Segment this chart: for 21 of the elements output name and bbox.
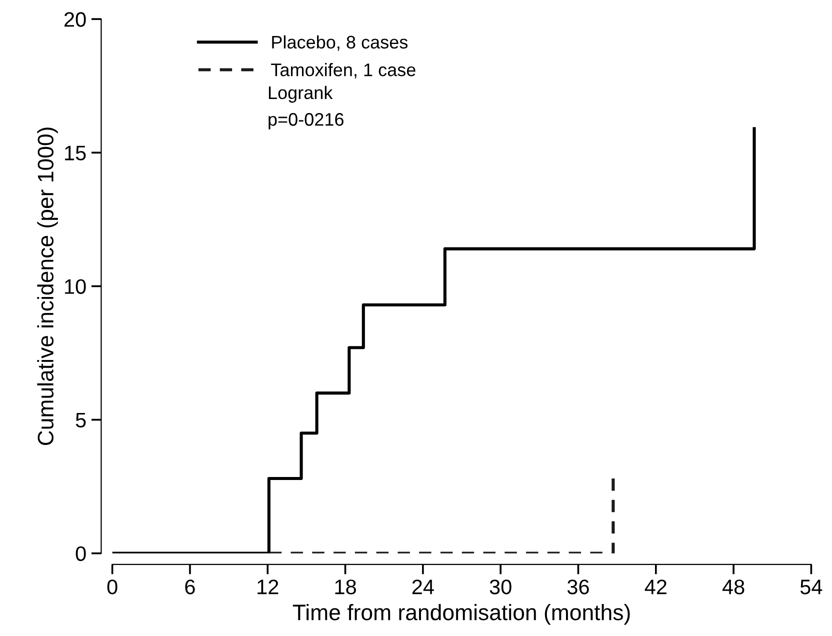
annotation: Logrank <box>268 86 333 103</box>
x-tick-label: 48 <box>722 580 744 594</box>
annotation: p=0-0216 <box>268 113 344 130</box>
y-tick-label: 20 <box>64 12 86 27</box>
x-axis-title: Time from randomisation (months) <box>292 604 630 625</box>
y-tick-label: 10 <box>65 279 86 294</box>
x-tick-label: 54 <box>800 580 822 594</box>
legend-label: Tamoxifen, 1 case <box>271 62 416 78</box>
x-tick-label: 24 <box>412 580 434 594</box>
y-tick-label: 0 <box>76 546 86 562</box>
x-tick-label: 36 <box>567 580 589 594</box>
x-tick-label: 0 <box>107 580 118 594</box>
x-tick-label: 12 <box>258 580 278 594</box>
x-tick-label: 6 <box>185 580 195 594</box>
x-tick-label: 18 <box>335 580 356 594</box>
legend-label: Placebo, 8 cases <box>272 35 408 51</box>
y-tick-label: 15 <box>65 146 86 160</box>
x-tick-label: 42 <box>644 580 666 594</box>
x-tick-label: 30 <box>490 580 512 594</box>
y-tick-label: 5 <box>76 412 86 428</box>
y-axis-title: Cumulative incidence (per 1000) <box>37 128 58 446</box>
